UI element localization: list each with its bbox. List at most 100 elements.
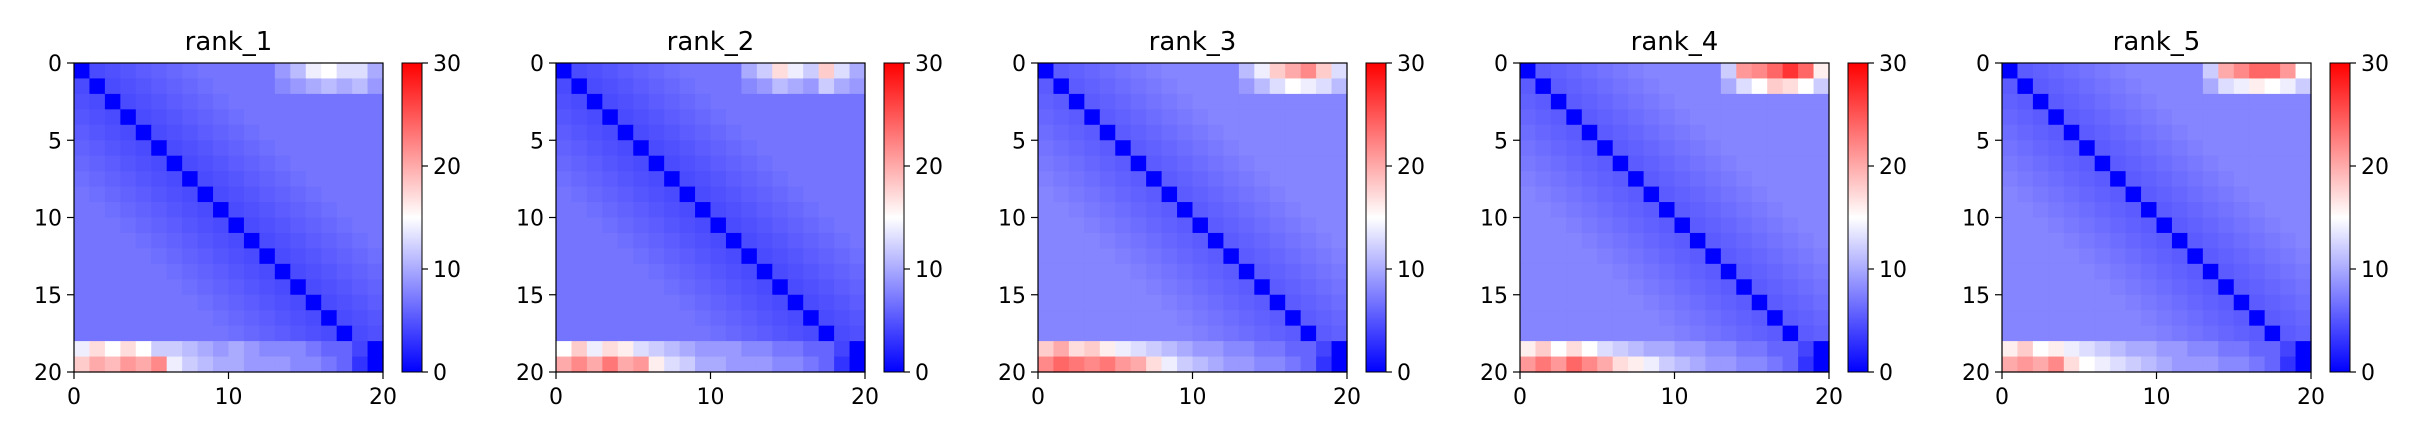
heatmap-cell [849, 202, 866, 219]
heatmap-cell [89, 279, 106, 296]
heatmap-cell [74, 155, 91, 172]
heatmap-cell [1689, 109, 1706, 126]
heatmap-cell [1316, 140, 1333, 157]
heatmap-cell [2264, 217, 2281, 234]
heatmap-cell [1782, 341, 1799, 358]
heatmap-cell [2017, 217, 2034, 234]
heatmap-cell [2156, 341, 2173, 358]
heatmap-cell [2233, 294, 2250, 311]
heatmap-cell [2094, 171, 2111, 188]
heatmap-cell [243, 124, 260, 141]
heatmap-cell [1115, 279, 1132, 296]
heatmap-cell [120, 217, 137, 234]
heatmap-cell [352, 217, 369, 234]
heatmap-cell [1550, 124, 1567, 141]
heatmap-cell [120, 310, 137, 327]
heatmap-cell [274, 310, 291, 327]
heatmap-cell [725, 63, 742, 80]
heatmap-cell [1300, 279, 1317, 296]
heatmap-cell [617, 140, 634, 157]
heatmap-cell [1659, 279, 1676, 296]
y-tick-label: 15 [998, 284, 1026, 309]
heatmap-cell [2249, 294, 2266, 311]
heatmap-cell [2125, 341, 2142, 358]
heatmap-cell [2094, 186, 2111, 203]
heatmap-cell [1751, 325, 1768, 342]
heatmap-cell [2094, 279, 2111, 296]
heatmap-cell [2156, 140, 2173, 157]
x-tick-label: 0 [67, 385, 81, 410]
heatmap-cell [1238, 63, 1255, 80]
heatmap-cell [290, 78, 307, 95]
heatmap-cell [259, 93, 276, 110]
heatmap-cell [1550, 63, 1567, 80]
heatmap-cell [2141, 186, 2158, 203]
heatmap-cell [1643, 109, 1660, 126]
heatmap-cell [756, 93, 773, 110]
heatmap-cell [274, 356, 291, 373]
heatmap-cell [1689, 202, 1706, 219]
heatmap-cell [602, 124, 619, 141]
heatmap-cell [1207, 124, 1224, 141]
heatmap-cell [2094, 78, 2111, 95]
heatmap-cell [2141, 279, 2158, 296]
heatmap-cell [74, 140, 91, 157]
heatmap-cell [756, 202, 773, 219]
heatmap-cell [2017, 202, 2034, 219]
heatmap-cell [367, 356, 384, 373]
heatmap-cell [228, 140, 245, 157]
heatmap-cell [305, 93, 322, 110]
heatmap-cell [1736, 109, 1753, 126]
heatmap-cell [1331, 217, 1348, 234]
heatmap-cell [367, 155, 384, 172]
heatmap-cell [648, 263, 665, 280]
heatmap-cell [1099, 294, 1116, 311]
heatmap-cell [1597, 310, 1614, 327]
heatmap-cell [151, 341, 168, 358]
heatmap-cell [1068, 310, 1085, 327]
heatmap-cell [1316, 217, 1333, 234]
heatmap-cell [1674, 155, 1691, 172]
heatmap-cell [1161, 232, 1178, 249]
heatmap-cell [259, 356, 276, 373]
heatmap-cell [104, 356, 121, 373]
heatmap-cell [89, 63, 106, 80]
heatmap-cell [1285, 232, 1302, 249]
heatmap-cell [1720, 202, 1737, 219]
heatmap-cell [305, 279, 322, 296]
heatmap-cell [2125, 140, 2142, 157]
heatmap-cell [2249, 63, 2266, 80]
heatmap-cell [1674, 310, 1691, 327]
heatmap-cell [2063, 124, 2080, 141]
heatmap-cell [89, 155, 106, 172]
heatmap-cell [1269, 310, 1286, 327]
heatmap-cell [321, 356, 338, 373]
heatmap-cell [2017, 78, 2034, 95]
heatmap-cell [2017, 171, 2034, 188]
heatmap-cell [2048, 124, 2065, 141]
heatmap-cell [1068, 155, 1085, 172]
heatmap-cell [166, 341, 183, 358]
heatmap-cell [617, 279, 634, 296]
heatmap-cell [1269, 171, 1286, 188]
heatmap-cell [182, 310, 199, 327]
heatmap-cell [352, 294, 369, 311]
heatmap-cell [1813, 310, 1830, 327]
heatmap-cell [89, 186, 106, 203]
heatmap-cell [2002, 109, 2019, 126]
heatmap-cell [2079, 310, 2096, 327]
heatmap-cell [2187, 63, 2204, 80]
heatmap-cell [2156, 109, 2173, 126]
heatmap-cell [556, 140, 573, 157]
heatmap-cell [571, 263, 588, 280]
heatmap-cell [1130, 341, 1147, 358]
heatmap-cell [602, 109, 619, 126]
heatmap-cell [1550, 186, 1567, 203]
heatmap-cell [1316, 186, 1333, 203]
heatmap-cell [1782, 171, 1799, 188]
heatmap-cell [2264, 78, 2281, 95]
heatmap-cell [182, 202, 199, 219]
heatmap-cell [2017, 294, 2034, 311]
x-tick-label: 20 [1333, 385, 1361, 410]
heatmap-cell [2125, 263, 2142, 280]
